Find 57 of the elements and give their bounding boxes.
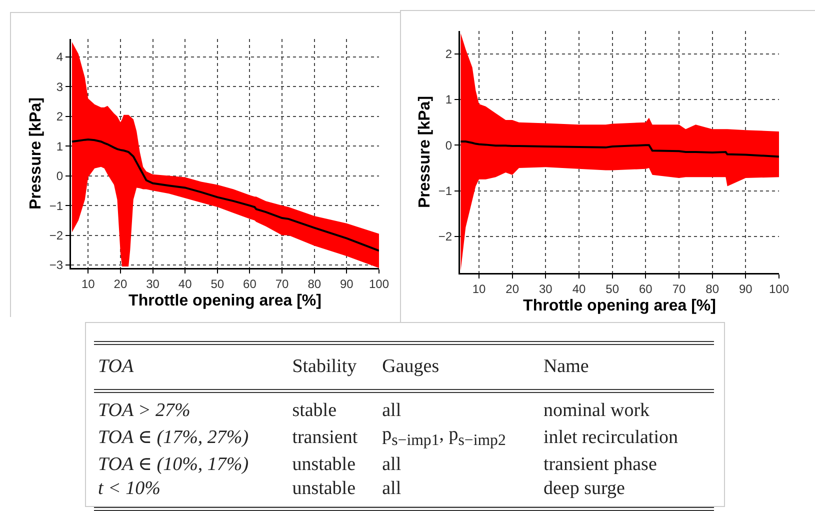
text: Gauges — [378, 343, 540, 391]
text: t < 10% — [94, 476, 288, 509]
x-tick-label: 20 — [506, 282, 520, 296]
x-tick-label: 70 — [275, 276, 290, 291]
y-tick-label: 0 — [445, 138, 452, 152]
y-tick-label: 4 — [56, 50, 64, 64]
y-tick-label: −1 — [438, 184, 452, 198]
x-tick-label: 60 — [243, 276, 257, 291]
text: Stability — [288, 343, 378, 391]
text: transient phase — [542, 452, 658, 477]
text: deep surge — [539, 476, 714, 509]
x-tick-label: 10 — [81, 276, 96, 291]
y-tick-label: −2 — [438, 230, 452, 244]
x-tick-label: 50 — [606, 282, 620, 296]
text: unstable — [288, 476, 378, 509]
y-tick-label: 1 — [445, 92, 452, 107]
x-tick-label: 30 — [146, 276, 160, 291]
x-tick-label: 70 — [672, 282, 686, 296]
y-tick-label: 3 — [56, 80, 64, 94]
y-tick-label: 0 — [56, 169, 64, 184]
x-tick-label: 80 — [706, 282, 720, 296]
x-tick-label: 40 — [178, 276, 192, 291]
y-tick-label: 2 — [56, 110, 64, 124]
x-tick-label: 50 — [210, 276, 224, 291]
text: TOA > 27% — [97, 399, 192, 423]
text: transient — [291, 426, 359, 450]
y-tick-label: −3 — [49, 258, 64, 272]
y-tick-label: 2 — [445, 47, 452, 62]
x-tick-label: 60 — [638, 282, 653, 296]
x-axis-title: Throttle opening area [%] — [128, 292, 322, 310]
x-tick-label: 90 — [340, 276, 354, 291]
text: all — [378, 476, 540, 509]
text: inlet recirculation — [542, 426, 679, 450]
text: Name — [539, 343, 714, 391]
x-tick-label: 40 — [572, 282, 586, 296]
text: all — [381, 452, 402, 477]
x-axis-title: Throttle opening area [%] — [523, 297, 716, 314]
x-tick-label: 30 — [538, 282, 553, 296]
x-tick-label: 20 — [114, 276, 128, 291]
x-tick-label: 80 — [308, 276, 322, 291]
x-tick-label: 100 — [368, 276, 390, 291]
y-tick-label: −2 — [49, 228, 64, 242]
text: TOA ∈ (10%, 17%) — [97, 452, 250, 477]
x-tick-label: 10 — [472, 282, 486, 296]
text: TOA ∈ (17%, 27%) — [97, 426, 250, 450]
y-tick-label: 1 — [56, 139, 64, 154]
y-axis-title: Pressure [kPa] — [28, 97, 45, 210]
text: all — [381, 399, 402, 423]
text: stable — [291, 399, 338, 423]
y-tick-label: −1 — [49, 198, 64, 213]
x-tick-label: 90 — [738, 282, 753, 296]
text: TOA — [94, 343, 288, 391]
text: nominal work — [542, 399, 651, 423]
text: p$_{s−imp1}$, p$_{s−imp2}$ — [381, 423, 507, 451]
y-axis-title: Pressure [kPa] — [416, 96, 434, 208]
text: unstable — [291, 452, 357, 477]
x-tick-label: 100 — [768, 282, 790, 296]
